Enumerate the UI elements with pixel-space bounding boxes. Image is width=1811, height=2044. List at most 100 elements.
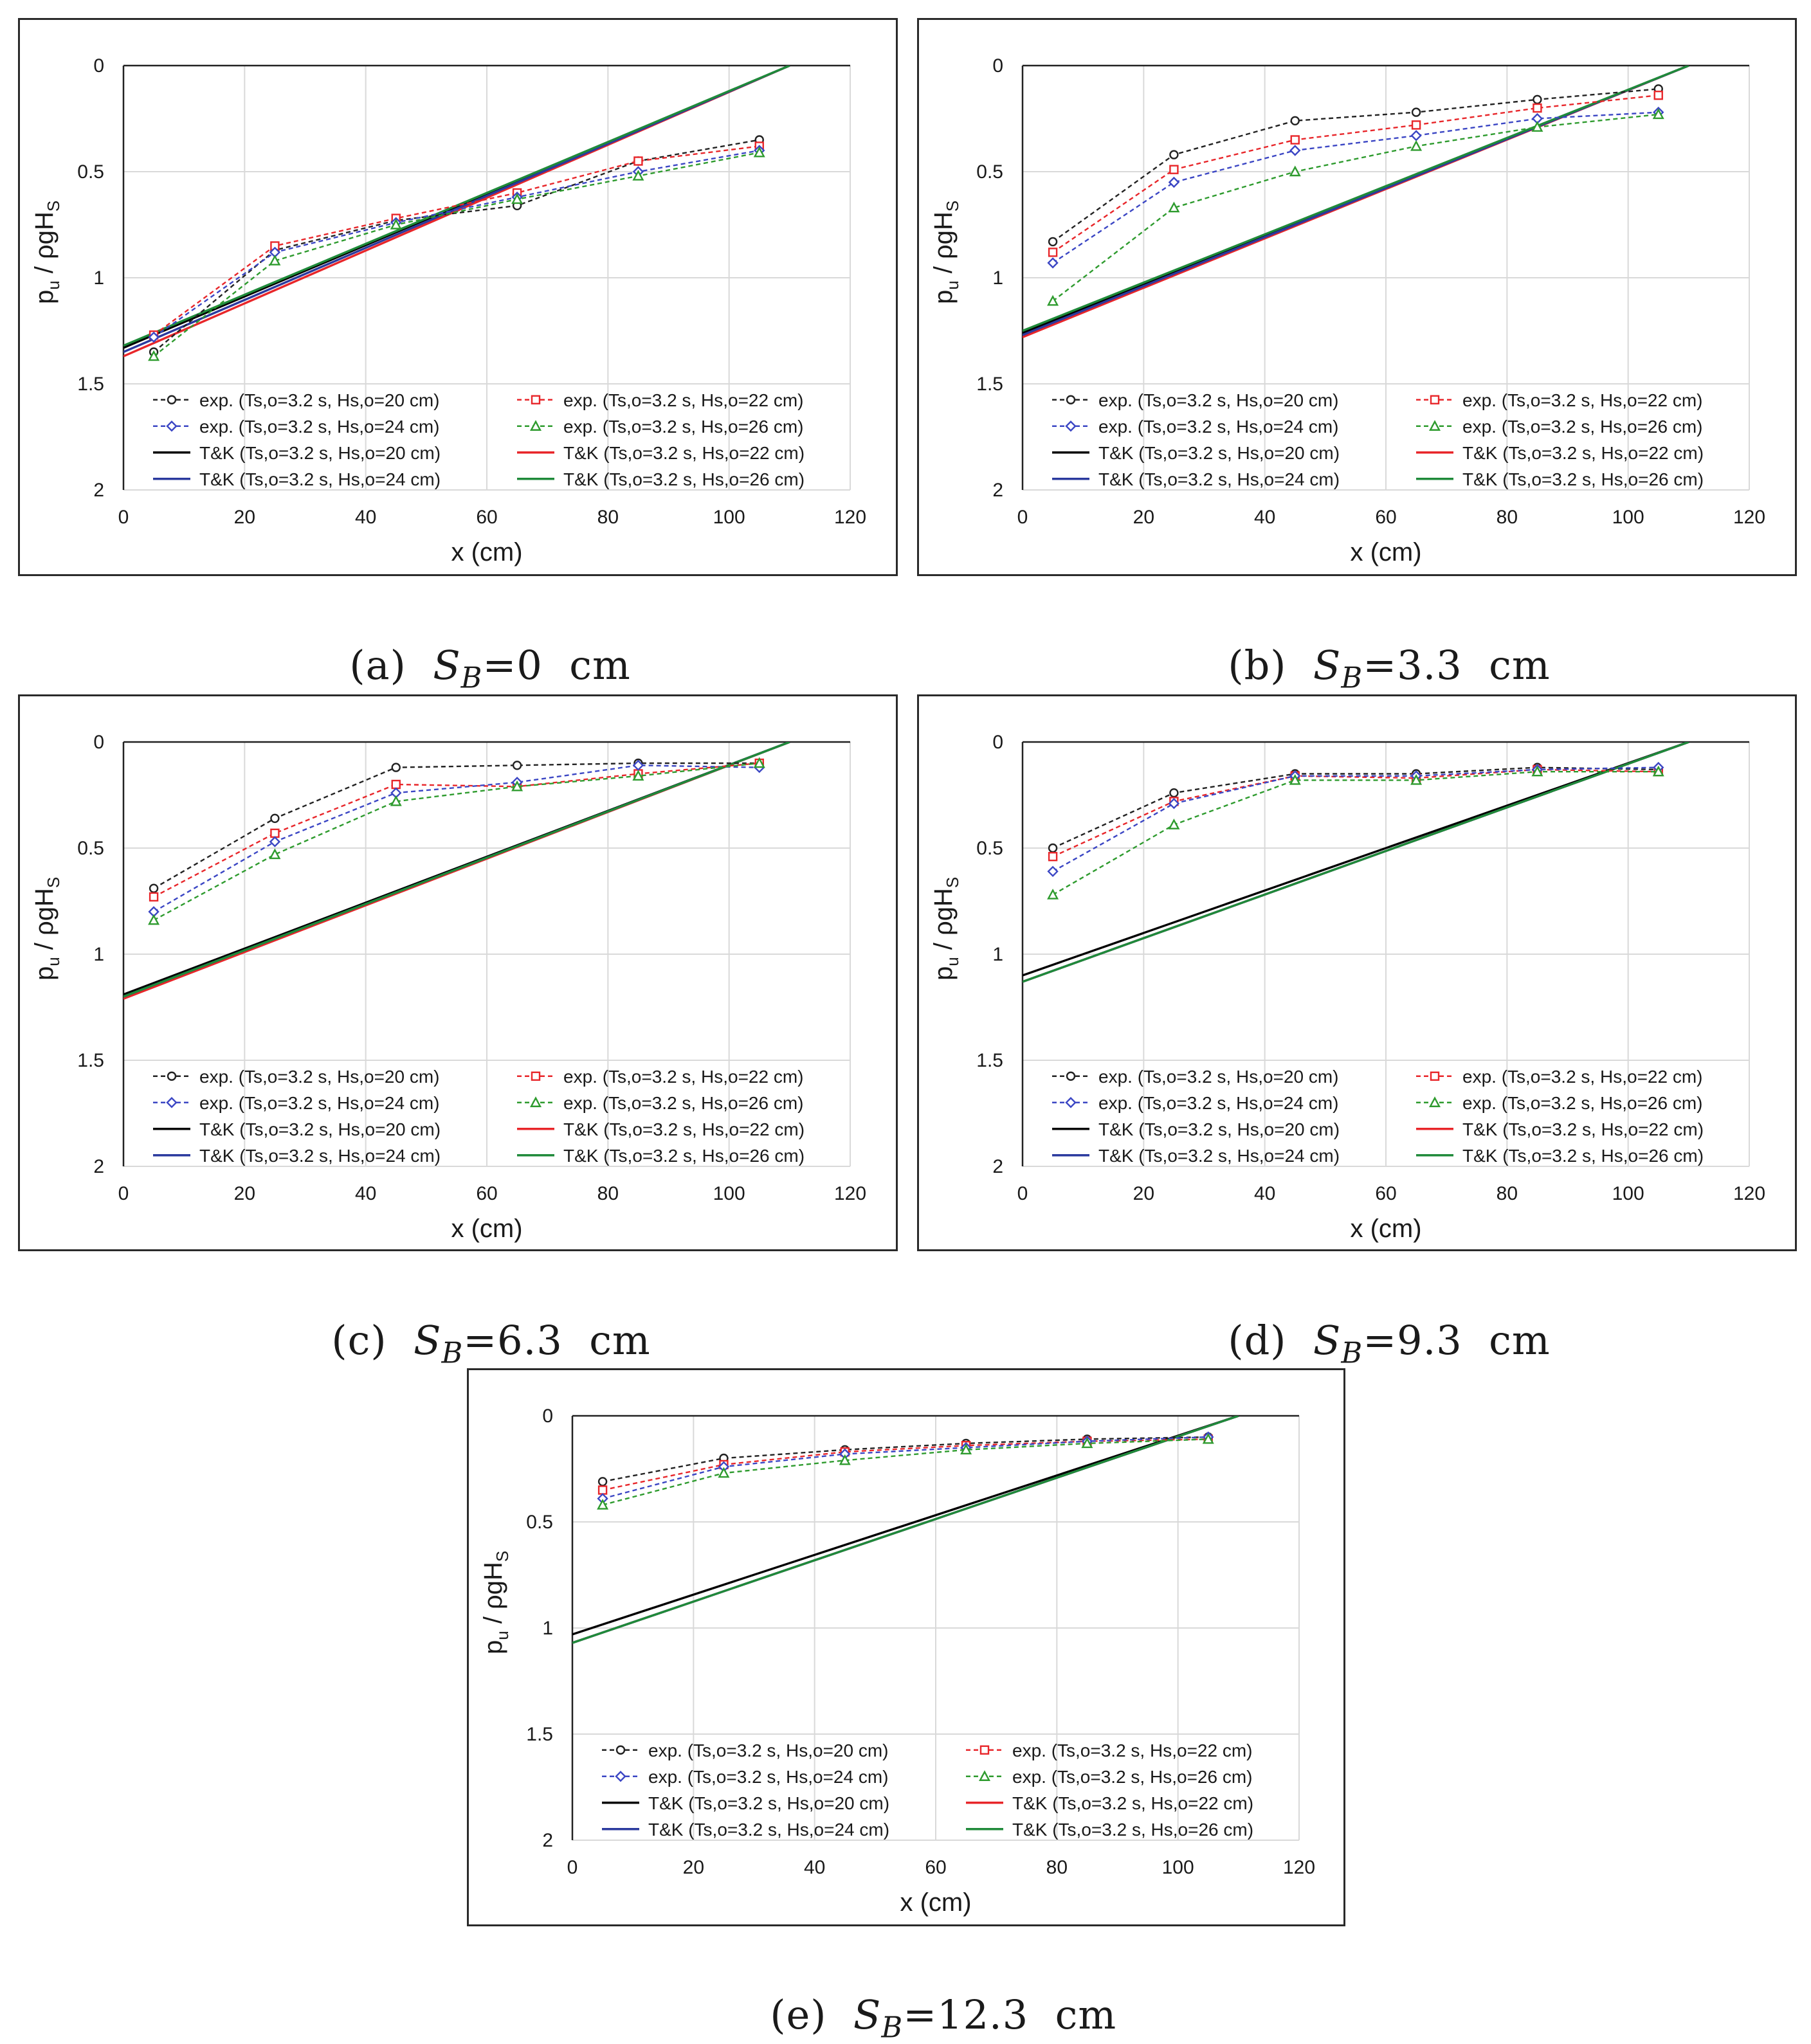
x-tick-label: 100: [1612, 507, 1644, 528]
caption-symbol: S: [853, 1991, 882, 2038]
data-point-circle: [1066, 395, 1076, 404]
y-tick-label: 1: [992, 267, 1003, 289]
legend-label: exp. (Ts,o=3.2 s, Hs,o=24 cm): [199, 417, 440, 437]
legend-label: T&K (Ts,o=3.2 s, Hs,o=22 cm): [563, 443, 805, 463]
x-tick-label: 40: [804, 1857, 825, 1878]
data-point-diamond: [166, 421, 177, 432]
chart-frame: [18, 694, 898, 1251]
x-tick-label: 100: [713, 1183, 745, 1204]
y-tick-label: 2: [93, 1156, 104, 1177]
data-point-circle: [1048, 237, 1058, 247]
legend-label: exp. (Ts,o=3.2 s, Hs,o=22 cm): [1462, 390, 1703, 410]
y-axis-title-part: u: [943, 280, 962, 289]
data-point-triangle: [1289, 773, 1301, 785]
exp-series-line: [1052, 95, 1659, 253]
data-point-triangle: [1652, 108, 1664, 120]
x-tick-label: 60: [476, 507, 497, 528]
x-tick-label: 80: [597, 1183, 619, 1204]
caption-subscript: B: [441, 1336, 464, 1370]
legend-label: exp. (Ts,o=3.2 s, Hs,o=26 cm): [563, 1093, 804, 1113]
caption-d: (d) SB=9.3 cm: [1201, 1270, 1551, 1370]
x-tick-label: 60: [1375, 1183, 1396, 1204]
y-tick-label: 0.5: [526, 1512, 553, 1533]
data-point-square: [1430, 395, 1440, 404]
data-point-triangle: [1047, 889, 1059, 900]
chart-frame: [917, 18, 1797, 576]
data-point-diamond: [615, 1771, 626, 1782]
y-tick-label: 0: [992, 732, 1003, 753]
legend-label: exp. (Ts,o=3.2 s, Hs,o=20 cm): [199, 1067, 440, 1087]
data-point-diamond: [269, 836, 281, 847]
y-tick-label: 1.5: [77, 1050, 104, 1071]
legend-label: T&K (Ts,o=3.2 s, Hs,o=26 cm): [563, 1146, 805, 1166]
legend-label: T&K (Ts,o=3.2 s, Hs,o=26 cm): [1012, 1820, 1253, 1840]
data-point-diamond: [1065, 421, 1077, 432]
legend-label: T&K (Ts,o=3.2 s, Hs,o=20 cm): [648, 1793, 889, 1813]
y-tick-label: 2: [542, 1830, 553, 1851]
legend-label: exp. (Ts,o=3.2 s, Hs,o=26 cm): [1462, 417, 1703, 437]
tk-line: [123, 66, 790, 347]
data-point-circle: [270, 813, 280, 824]
caption-subscript: B: [1341, 1336, 1363, 1370]
data-point-diamond: [1047, 257, 1059, 269]
legend-label: exp. (Ts,o=3.2 s, Hs,o=20 cm): [199, 390, 440, 410]
chart-panel-a: 0 0.5 1 1.5 2 0 20 40 60 80 100 120 x (cm) pu / ρgHS e…: [18, 18, 898, 576]
data-point-square: [1430, 1071, 1440, 1081]
data-point-circle: [1048, 843, 1058, 853]
data-point-triangle: [1289, 165, 1301, 177]
data-point-square: [597, 1485, 608, 1495]
tk-line: [1023, 742, 1689, 983]
x-tick-label: 100: [1162, 1857, 1194, 1878]
x-tick-label: 20: [1133, 507, 1154, 528]
x-tick-label: 0: [118, 507, 129, 528]
y-axis-title-part: p: [30, 966, 59, 981]
x-tick-label: 40: [1254, 507, 1275, 528]
caption-value: =3.3 cm: [1363, 642, 1551, 689]
caption-value: =9.3 cm: [1363, 1317, 1551, 1364]
y-axis-title-part: S: [44, 201, 63, 212]
legend-label: exp. (Ts,o=3.2 s, Hs,o=22 cm): [1462, 1067, 1703, 1087]
exp-series-line: [1052, 766, 1659, 873]
y-tick-label: 0.5: [77, 161, 104, 183]
legend-label: exp. (Ts,o=3.2 s, Hs,o=22 cm): [563, 390, 804, 410]
tk-line: [1023, 66, 1689, 332]
x-axis-title: x (cm): [900, 1888, 971, 1917]
data-point-circle: [1290, 116, 1300, 126]
caption-symbol: S: [433, 642, 461, 689]
caption-prefix: (b): [1228, 642, 1313, 689]
y-tick-label: 1.5: [526, 1724, 553, 1745]
x-tick-label: 0: [567, 1857, 578, 1878]
data-point-triangle: [1428, 1096, 1441, 1107]
data-point-circle: [391, 763, 401, 772]
caption-value: =0 cm: [482, 642, 631, 689]
y-tick-label: 1.5: [77, 374, 104, 395]
exp-series-line: [153, 762, 760, 889]
y-axis-title-part: u: [943, 957, 962, 966]
x-tick-label: 80: [1497, 507, 1518, 528]
x-tick-label: 20: [1133, 1183, 1154, 1204]
y-tick-label: 0: [93, 732, 104, 753]
y-tick-label: 1: [93, 944, 104, 965]
x-tick-label: 100: [1612, 1183, 1644, 1204]
data-point-square: [149, 892, 159, 902]
caption-prefix: (d): [1228, 1317, 1313, 1364]
y-axis-title-part: u: [493, 1631, 512, 1640]
legend-label: T&K (Ts,o=3.2 s, Hs,o=26 cm): [1462, 469, 1704, 489]
exp-series-line: [1052, 88, 1659, 242]
caption-symbol: S: [1313, 642, 1342, 689]
chart-frame: [917, 694, 1797, 1251]
y-axis-title-part: u: [44, 280, 63, 289]
x-tick-label: 20: [234, 507, 255, 528]
y-tick-label: 1.5: [976, 374, 1003, 395]
data-point-triangle: [1531, 121, 1543, 132]
x-tick-label: 120: [1283, 1857, 1315, 1878]
legend-label: exp. (Ts,o=3.2 s, Hs,o=22 cm): [563, 1067, 804, 1087]
x-tick-label: 20: [234, 1183, 255, 1204]
legend-label: T&K (Ts,o=3.2 s, Hs,o=24 cm): [199, 469, 441, 489]
exp-series-line: [1052, 770, 1659, 896]
plot-area: [1023, 742, 1689, 983]
data-point-triangle: [1410, 140, 1423, 151]
